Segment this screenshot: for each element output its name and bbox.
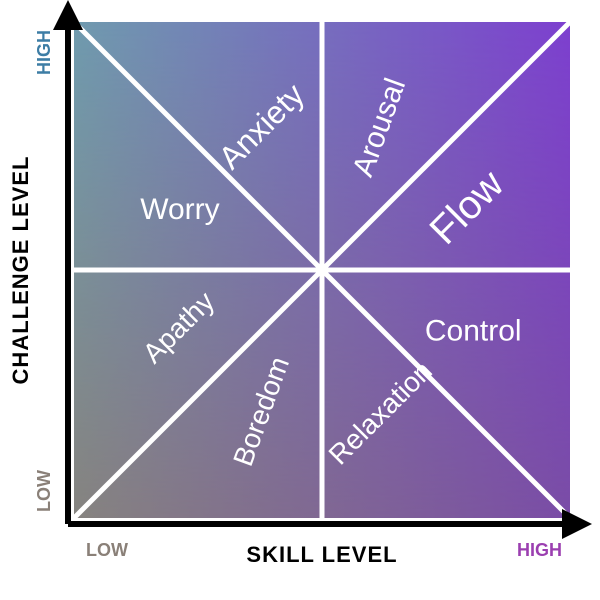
sector-label: Control <box>425 315 522 348</box>
y-high-label: HIGH <box>34 30 54 75</box>
x-high-label: HIGH <box>517 540 562 560</box>
sector-label: Worry <box>140 193 219 226</box>
flow-diagram: ArousalFlowControlRelaxationBoredomApath… <box>0 0 600 600</box>
x-low-label: LOW <box>86 540 128 560</box>
y-axis-title: CHALLENGE LEVEL <box>8 156 33 385</box>
y-low-label: LOW <box>34 470 54 512</box>
x-axis-title: SKILL LEVEL <box>246 542 397 567</box>
